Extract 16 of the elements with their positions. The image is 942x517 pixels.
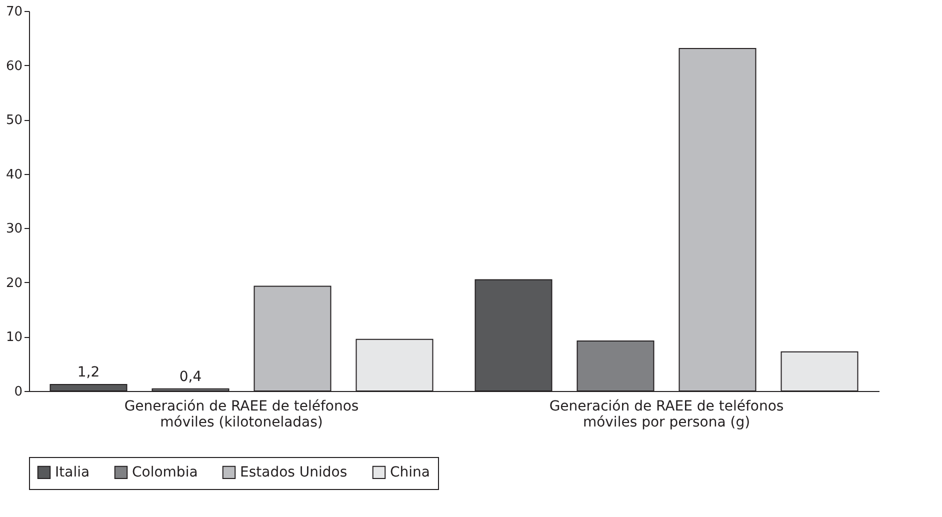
- data-label: 0,4: [179, 368, 202, 385]
- y-tick-label: 40: [6, 167, 22, 182]
- legend-label: Italia: [55, 464, 90, 480]
- y-tick-label: 70: [6, 4, 22, 20]
- legend-label: Estados Unidos: [240, 464, 348, 480]
- y-tick-label: 0: [14, 384, 22, 400]
- x-tick-label: Generación de RAEE de teléfonos móviles por persona (g): [549, 398, 784, 430]
- y-tick-label: 60: [6, 58, 22, 74]
- x-tick-label: Generación de RAEE de teléfonos móviles (kilotoneladas): [124, 398, 359, 430]
- legend-label: China: [390, 464, 430, 480]
- y-tick-label: 30: [6, 222, 22, 237]
- y-tick-label: 20: [6, 276, 22, 291]
- legend-label: Colombia: [132, 464, 198, 480]
- data-label: 1,2: [77, 364, 100, 380]
- y-tick-label: 50: [6, 113, 22, 128]
- y-tick-label: 10: [6, 330, 22, 346]
